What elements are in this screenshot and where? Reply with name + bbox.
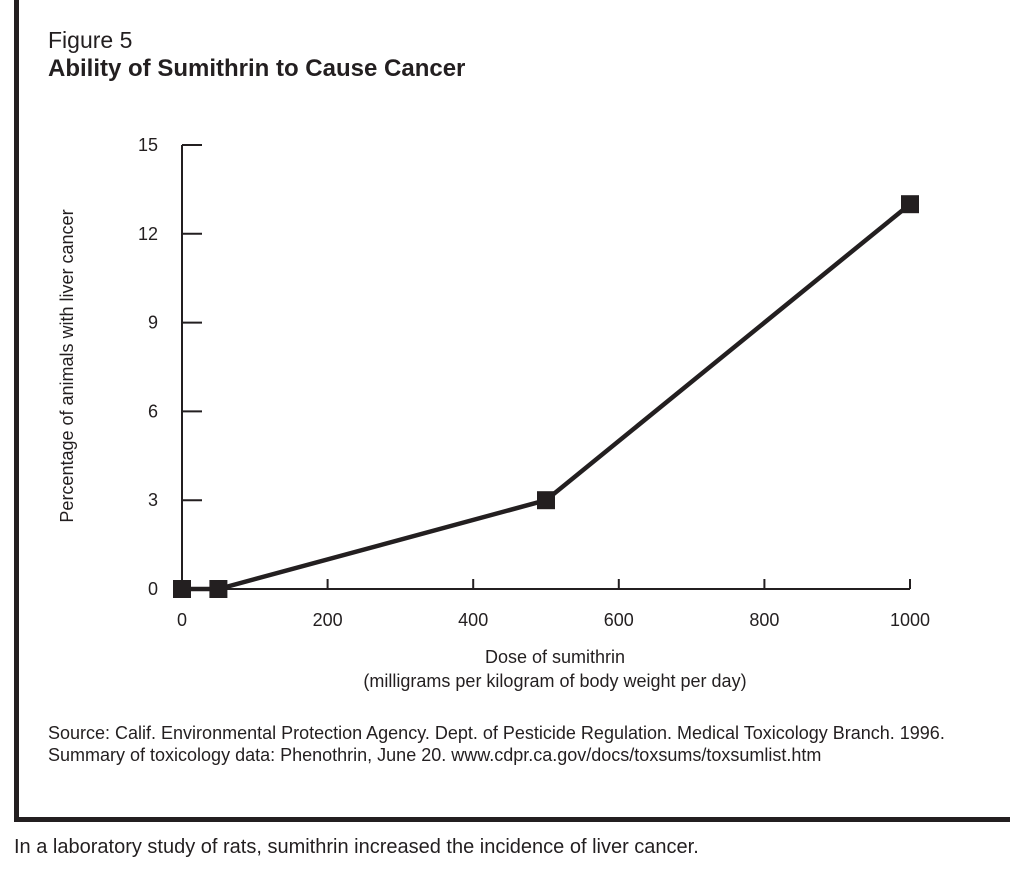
- plot-area: [173, 195, 919, 598]
- y-tick-label: 6: [148, 401, 158, 421]
- x-axis-ticks: 0 200 400 600 800 1000: [177, 579, 930, 630]
- y-tick-label: 12: [138, 224, 158, 244]
- y-tick-label: 9: [148, 313, 158, 333]
- y-tick-label: 15: [138, 135, 158, 155]
- figure-caption: In a laboratory study of rats, sumithrin…: [14, 836, 699, 858]
- x-tick-label: 0: [177, 610, 187, 630]
- x-tick-label: 1000: [890, 610, 930, 630]
- data-point-marker: [537, 491, 555, 510]
- figure-number: Figure 5: [48, 27, 133, 53]
- line-chart: 0 3 6 9 12 15 0 200 400 600 800 1000 Percentage of…: [57, 135, 930, 691]
- y-tick-label: 3: [148, 490, 158, 510]
- y-tick-label: 0: [148, 579, 158, 599]
- x-tick-label: 400: [458, 610, 488, 630]
- chart-title: Ability of Sumithrin to Cause Cancer: [48, 55, 466, 82]
- data-point-marker: [901, 195, 919, 214]
- y-axis-ticks: 0 3 6 9 12 15: [138, 135, 202, 599]
- source-citation: Source: Calif. Environmental Protection …: [48, 723, 945, 765]
- x-tick-label: 800: [749, 610, 779, 630]
- x-tick-label: 200: [313, 610, 343, 630]
- figure-frame: [14, 0, 1010, 822]
- x-axis-label: Dose of sumithrin: [485, 647, 625, 667]
- y-axis-label: Percentage of animals with liver cancer: [57, 209, 77, 522]
- data-point-marker: [173, 580, 191, 598]
- data-point-marker: [209, 580, 228, 598]
- x-axis-label-units: (milligrams per kilogram of body weight …: [363, 671, 746, 691]
- chart-axes: [181, 145, 910, 590]
- x-tick-label: 600: [604, 610, 634, 630]
- series-line: [182, 202, 912, 592]
